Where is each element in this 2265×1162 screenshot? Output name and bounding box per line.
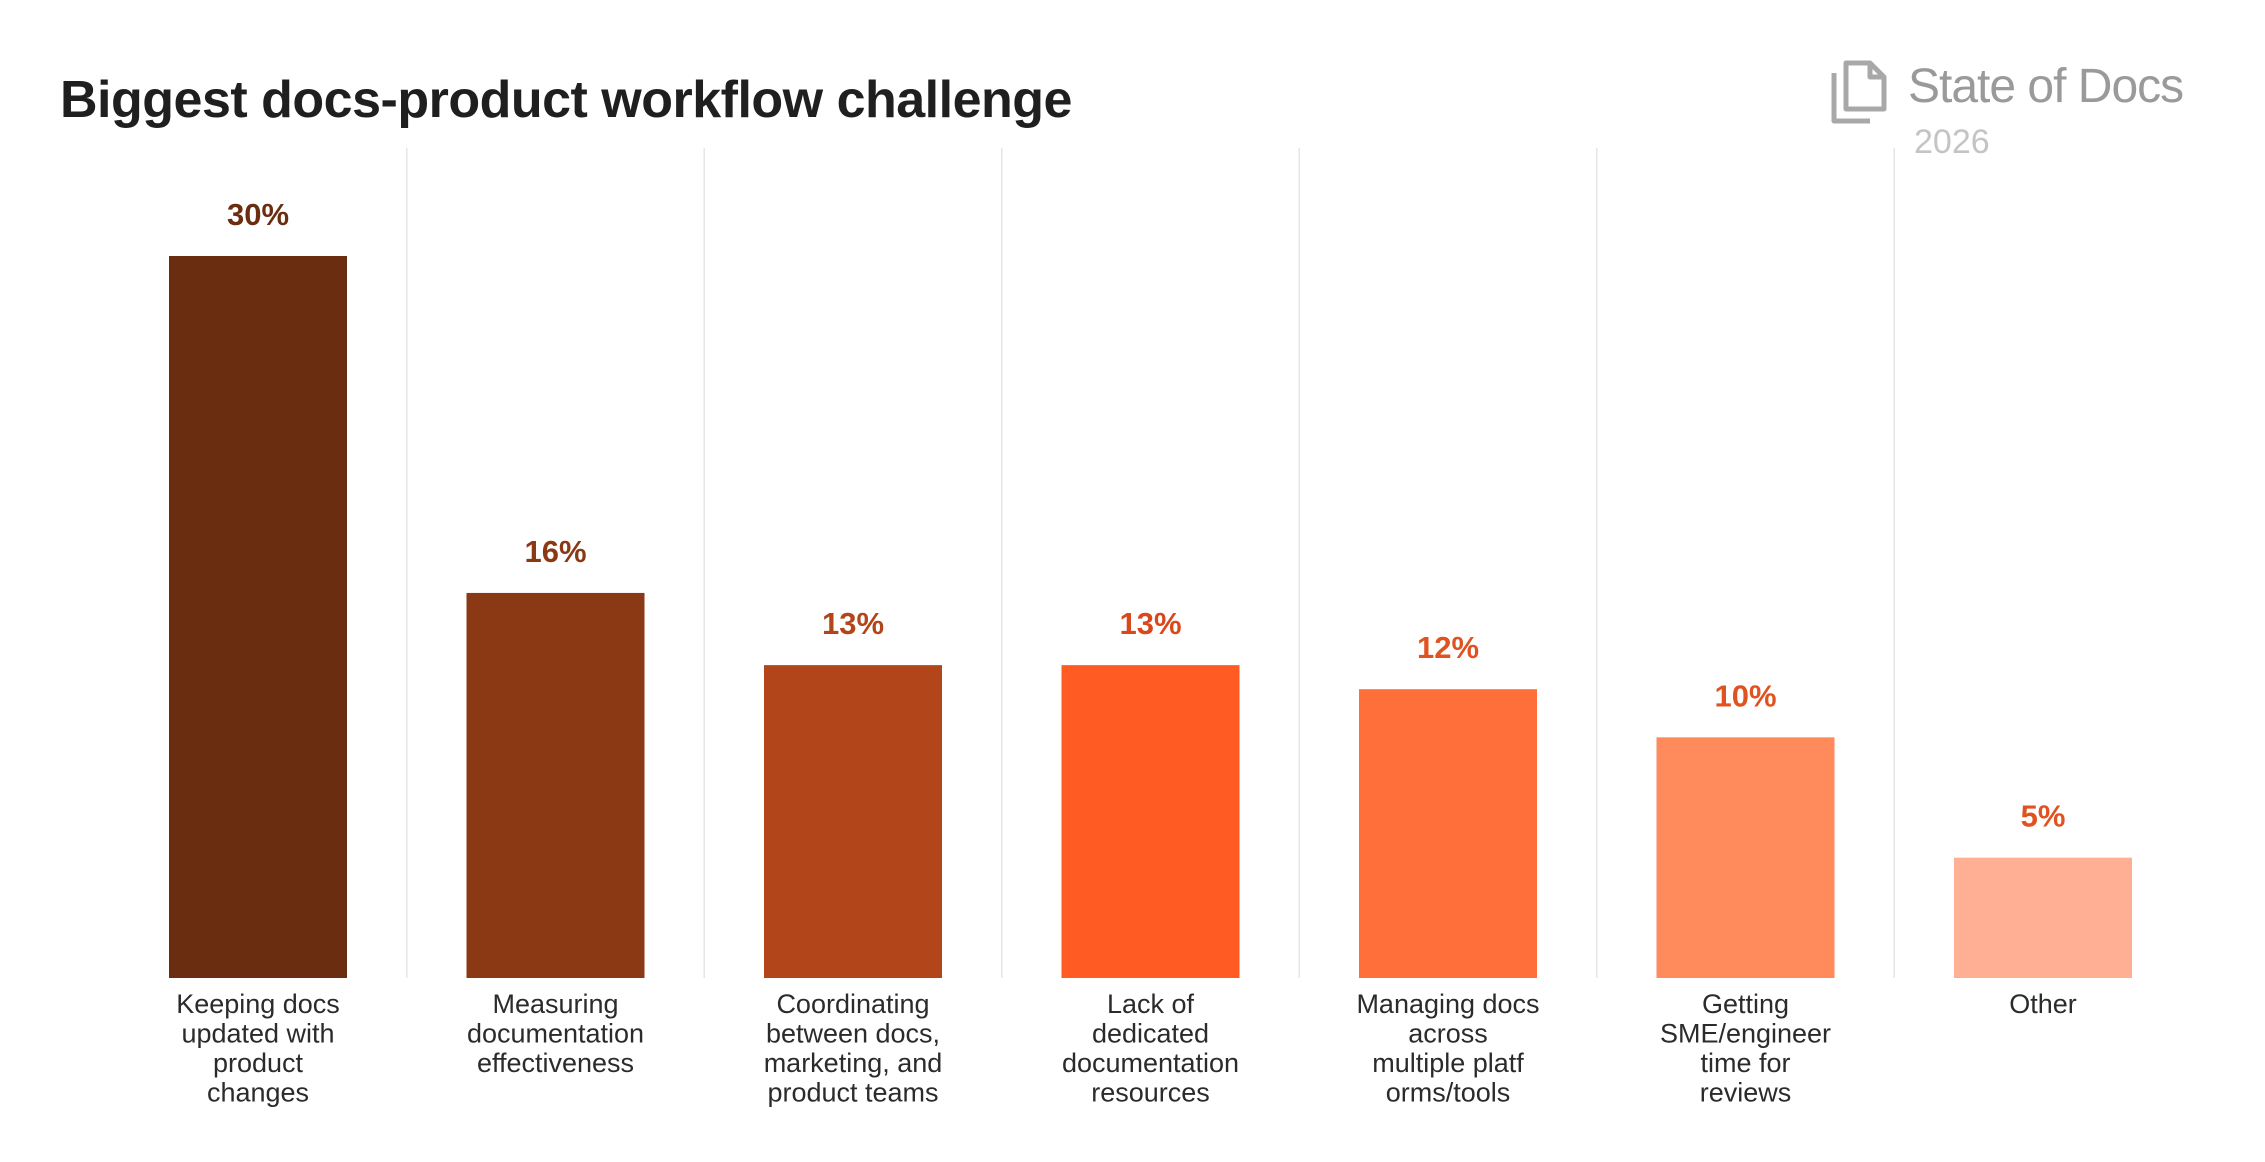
category-label-line: time for — [1700, 1048, 1790, 1078]
category-label-4: Lack of dedicated documentation resources — [1062, 989, 1239, 1108]
category-label-line: Other — [2009, 989, 2077, 1019]
category-label-line: resources — [1091, 1078, 1210, 1108]
category-label-line: Measuring — [492, 989, 618, 1019]
category-label-5: Managing docs across multiple platf orms/to… — [1356, 989, 1539, 1108]
category-label-7: Other — [2009, 989, 2077, 1019]
category-label-line: documentation — [467, 1019, 644, 1049]
category-label-line: product teams — [767, 1078, 938, 1108]
category-label-2: Measuring documentation effectiveness — [467, 989, 644, 1078]
value-label-1: 30% — [227, 197, 289, 232]
category-label-line: product — [213, 1048, 304, 1078]
value-label-4: 13% — [1119, 606, 1181, 641]
value-label-7: 5% — [2021, 799, 2066, 834]
category-label-line: updated with — [181, 1019, 334, 1049]
category-label-line: reviews — [1700, 1078, 1792, 1108]
category-label-line: changes — [207, 1078, 309, 1108]
category-label-line: effectiveness — [477, 1048, 634, 1078]
category-label-1: Keeping docs updated with product changes — [176, 989, 340, 1108]
docs-pages-icon — [1831, 60, 1887, 124]
brand-year: 2026 — [1914, 123, 1990, 161]
category-label-line: between docs, — [766, 1019, 940, 1049]
brand-name: State of Docs — [1908, 60, 2184, 113]
brand-logo: State of Docs 2026 — [1830, 55, 2230, 165]
category-label-line: across — [1408, 1019, 1488, 1049]
value-label-2: 16% — [524, 534, 586, 569]
category-label-line: Lack of — [1107, 989, 1195, 1019]
bar-2 — [466, 592, 645, 978]
bar-5 — [1359, 689, 1537, 978]
bar-1 — [169, 256, 347, 978]
category-label-line: multiple platf — [1372, 1048, 1524, 1078]
category-label-6: Getting SME/engineer time for reviews — [1660, 989, 1831, 1108]
category-label-line: Managing docs — [1356, 989, 1539, 1019]
bar-7 — [1954, 857, 2132, 978]
value-label-3: 13% — [822, 606, 884, 641]
category-label-3: Coordinating between docs, marketing, and p… — [764, 989, 943, 1108]
value-label-5: 12% — [1417, 630, 1479, 665]
category-label-line: Keeping docs — [176, 989, 340, 1019]
bar-3 — [764, 665, 942, 978]
bar-4 — [1061, 665, 1240, 978]
value-label-6: 10% — [1714, 678, 1776, 713]
category-label-line: Coordinating — [776, 989, 929, 1019]
category-label-line: orms/tools — [1386, 1078, 1511, 1108]
category-label-line: SME/engineer — [1660, 1019, 1831, 1049]
bar-6 — [1656, 737, 1835, 978]
category-label-line: marketing, and — [764, 1048, 943, 1078]
chart-title: Biggest docs-product workflow challenge — [60, 71, 1072, 129]
category-label-line: Getting — [1702, 989, 1789, 1019]
category-label-line: documentation — [1062, 1048, 1239, 1078]
category-label-line: dedicated — [1092, 1019, 1209, 1049]
